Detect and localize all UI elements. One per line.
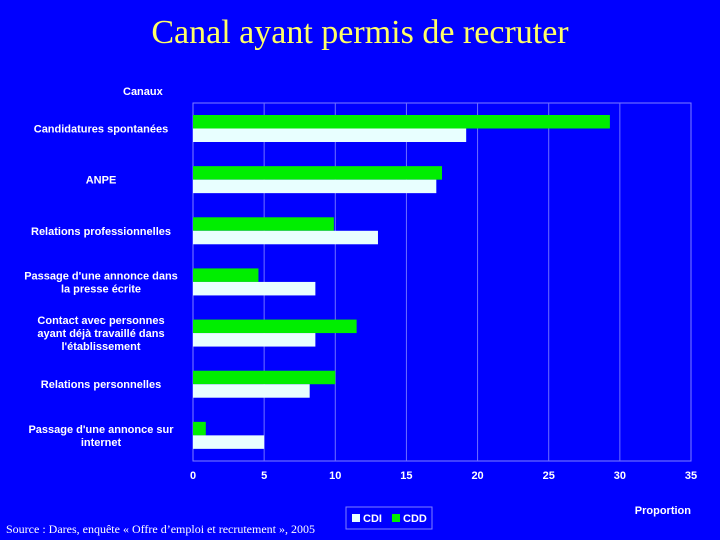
category-label: ANPE xyxy=(86,175,117,187)
bar-cdd xyxy=(193,268,259,282)
category-label: Passage d'une annonce sur xyxy=(28,424,174,436)
bar-cdi xyxy=(193,435,265,449)
category-label: la presse écrite xyxy=(61,283,141,295)
bar-cdi xyxy=(193,333,316,347)
bar-cdi xyxy=(193,128,467,142)
x-tick-label: 0 xyxy=(190,470,196,482)
category-label: ayant déjà travaillé dans xyxy=(37,328,164,340)
page-title: Canal ayant permis de recruter xyxy=(151,14,569,51)
legend-swatch-cdd xyxy=(392,514,400,522)
bar-cdd xyxy=(193,166,442,180)
legend-swatch-cdi xyxy=(352,514,360,522)
category-label: Passage d'une annonce dans xyxy=(24,270,178,282)
legend-label: CDD xyxy=(403,513,427,525)
source-note: Source : Dares, enquête « Offre d’emploi… xyxy=(6,522,315,536)
legend-box xyxy=(345,506,433,530)
bar-cdi xyxy=(193,384,310,398)
x-tick-label: 35 xyxy=(685,470,697,482)
x-axis-title: Proportion xyxy=(635,505,691,517)
bar-cdd xyxy=(193,421,206,436)
category-label: Candidatures spontanées xyxy=(34,124,168,136)
legend-label: CDI xyxy=(363,513,382,525)
bar-cdd xyxy=(193,319,357,334)
bar-cdd xyxy=(193,115,610,129)
y-axis-title: Canaux xyxy=(123,86,164,98)
bar-cdd xyxy=(193,217,334,231)
x-tick-label: 10 xyxy=(329,470,341,482)
bar-cdi xyxy=(193,230,378,245)
bar-cdd xyxy=(193,370,336,385)
category-label: Relations professionnelles xyxy=(31,226,171,238)
x-tick-label: 15 xyxy=(400,470,412,482)
bar-cdi xyxy=(193,179,437,194)
x-tick-label: 5 xyxy=(261,470,267,482)
category-label: internet xyxy=(81,437,122,449)
category-label: l'établissement xyxy=(61,341,140,353)
x-tick-label: 30 xyxy=(614,470,626,482)
x-tick-label: 25 xyxy=(543,470,555,482)
category-label: Contact avec personnes xyxy=(37,315,164,327)
category-label: Relations personnelles xyxy=(41,379,161,391)
x-tick-label: 20 xyxy=(471,470,483,482)
bar-cdi xyxy=(193,281,316,296)
